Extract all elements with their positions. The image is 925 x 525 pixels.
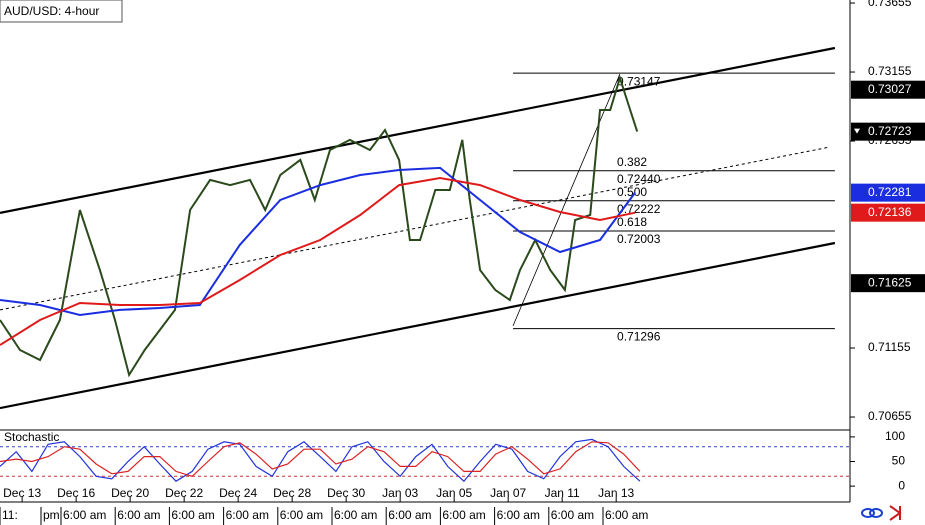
y-tick-label: 0.73655 <box>868 0 912 9</box>
fib-price-label: 0.73147 <box>617 74 661 88</box>
stochastic-line <box>0 438 641 483</box>
title-box <box>0 0 123 23</box>
time-label: 6:00 am <box>226 508 269 522</box>
scroll-end-icon[interactable] <box>889 505 902 521</box>
time-label: 11: <box>2 508 18 522</box>
price-line <box>0 74 639 378</box>
x-tick-label: Dec 16 <box>57 486 95 500</box>
price-marker-label: 0.72281 <box>868 185 912 199</box>
link-icon[interactable] <box>861 508 875 518</box>
panel-title: Stochastic <box>4 430 59 444</box>
time-label: 6:00 am <box>605 508 648 522</box>
y-tick-label: 100 <box>885 429 905 443</box>
time-label: 6:00 am <box>117 508 160 522</box>
time-label: 6:00 am <box>388 508 431 522</box>
x-tick-label: Jan 11 <box>545 486 580 500</box>
time-label: 6:00 am <box>551 508 594 522</box>
fib-price-label: 0.72222 <box>617 202 661 216</box>
time-label: pm <box>43 508 60 522</box>
time-label: 6:00 am <box>63 508 106 522</box>
trendline <box>0 241 836 410</box>
time-label: 6:00 am <box>280 508 323 522</box>
moving-average <box>0 176 636 346</box>
fib-level-label: 0.500 <box>617 185 647 199</box>
x-tick-label: Dec 28 <box>273 486 311 500</box>
stochastic-line <box>0 441 641 477</box>
time-label: 6:00 am <box>497 508 540 522</box>
time-label: 6:00 am <box>334 508 377 522</box>
current-price-arrow <box>854 128 860 134</box>
trendline <box>0 146 831 311</box>
y-tick-label: 0 <box>898 478 905 492</box>
fib-price-label: 0.71296 <box>617 330 661 344</box>
trendline <box>512 73 621 327</box>
x-tick-label: Jan 13 <box>598 486 634 500</box>
price-marker-label: 0.73027 <box>868 82 912 96</box>
time-label: 6:00 am <box>442 508 485 522</box>
moving-average <box>0 166 636 317</box>
fib-level-label: 0.382 <box>617 155 647 169</box>
x-tick-label: Dec 13 <box>3 486 41 500</box>
price-marker <box>851 203 925 222</box>
x-tick-label: Jan 07 <box>490 486 526 500</box>
price-marker <box>851 274 925 293</box>
price-marker <box>851 183 925 202</box>
x-tick-label: Dec 20 <box>111 486 149 500</box>
fib-price-label: 0.72003 <box>617 232 661 246</box>
fib-level-label: 0.618 <box>617 215 647 229</box>
toolbar-icons[interactable] <box>861 505 902 521</box>
y-tick-label: 0.73155 <box>868 64 912 78</box>
chart-title: AUD/USD: 4-hour <box>4 4 99 18</box>
fib-price-label: 0.72440 <box>617 172 661 186</box>
y-tick-label: 0.71155 <box>868 340 911 354</box>
price-marker <box>851 80 925 99</box>
price-marker-label: 0.72136 <box>868 205 912 219</box>
link-icon[interactable] <box>869 508 883 518</box>
x-tick-label: Dec 22 <box>165 486 203 500</box>
x-tick-label: Jan 03 <box>382 486 418 500</box>
x-tick-label: Jan 05 <box>436 486 472 500</box>
x-tick-label: Dec 24 <box>219 486 257 500</box>
trendline <box>0 46 836 214</box>
y-tick-label: 0.70655 <box>868 409 912 423</box>
y-tick-label: 50 <box>892 454 906 468</box>
price-marker <box>851 122 925 141</box>
time-label: 6:00 am <box>171 508 214 522</box>
price-marker-label: 0.72723 <box>868 124 912 138</box>
x-tick-label: Dec 30 <box>327 486 365 500</box>
price-marker-label: 0.71625 <box>868 275 912 289</box>
